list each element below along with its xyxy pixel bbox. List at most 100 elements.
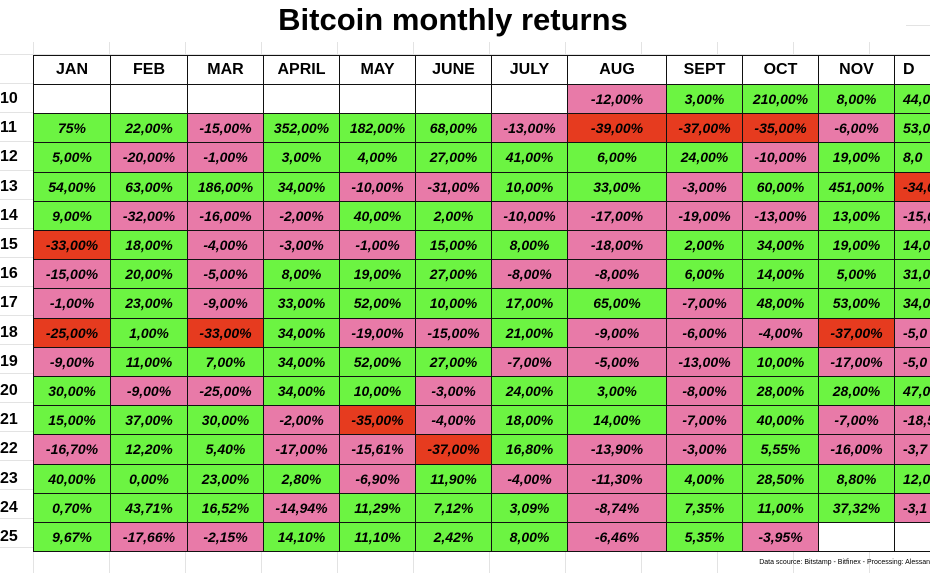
cell: -1,00%: [339, 230, 416, 261]
cell: -17,00%: [263, 434, 340, 465]
cell: 17,00%: [491, 288, 568, 319]
cell: 23,00%: [110, 288, 188, 319]
cell: 3,09%: [491, 492, 568, 523]
cell: -16,00%: [818, 434, 895, 465]
cell: 13,00%: [818, 200, 895, 231]
cell: 352,00%: [263, 113, 340, 144]
cell: 63,00%: [110, 171, 188, 202]
cell: 18,00%: [110, 230, 188, 261]
cell: [339, 84, 416, 115]
cell: 11,10%: [339, 522, 416, 553]
cell: 65,00%: [567, 288, 667, 319]
cell: 44,0: [894, 84, 930, 115]
cell: -7,00%: [491, 346, 568, 377]
row-label: 14: [0, 206, 18, 224]
cell: [33, 84, 111, 115]
cell: -15,00%: [187, 113, 264, 144]
cell: -20,00%: [110, 142, 188, 173]
cell: [187, 84, 264, 115]
cell: 24,00%: [491, 376, 568, 407]
cell: -19,00%: [666, 200, 743, 231]
cell: 20,00%: [110, 259, 188, 290]
cell: -2,00%: [263, 405, 340, 436]
cell: 3,00%: [666, 84, 743, 115]
cell: -1,00%: [187, 142, 264, 173]
cell: 8,0: [894, 142, 930, 173]
cell: 34,00%: [742, 230, 819, 261]
row-label: 21: [0, 411, 18, 429]
cell: -3,00%: [666, 434, 743, 465]
row-label: 16: [0, 265, 18, 283]
cell: 21,00%: [491, 317, 568, 348]
cell: 18,00%: [491, 405, 568, 436]
cell: -10,00%: [742, 142, 819, 173]
cell: -37,00%: [818, 317, 895, 348]
row-label: 13: [0, 177, 18, 195]
cell: -3,00%: [666, 171, 743, 202]
cell: 4,00%: [339, 142, 416, 173]
cell: 15,00%: [33, 405, 111, 436]
cell: 27,00%: [415, 259, 492, 290]
cell: -10,00%: [339, 171, 416, 202]
cell: -5,0: [894, 317, 930, 348]
cell: -5,0: [894, 346, 930, 377]
cell: -18,00%: [567, 230, 667, 261]
cell: 451,00%: [818, 171, 895, 202]
cell: -8,00%: [491, 259, 568, 290]
cell: -15,00%: [415, 317, 492, 348]
cell: -25,00%: [33, 317, 111, 348]
cell: -33,00%: [33, 230, 111, 261]
cell: -34,0: [894, 171, 930, 202]
cell: 28,00%: [742, 376, 819, 407]
cell: -3,1: [894, 492, 930, 523]
cell: -12,00%: [567, 84, 667, 115]
cell: -6,00%: [666, 317, 743, 348]
cell: 40,00%: [33, 463, 111, 494]
cell: 16,80%: [491, 434, 568, 465]
row-label: 18: [0, 323, 18, 341]
cell: 10,00%: [415, 288, 492, 319]
cell: 5,55%: [742, 434, 819, 465]
cell: 5,35%: [666, 522, 743, 553]
column-header: JUNE: [415, 55, 492, 85]
cell: 75%: [33, 113, 111, 144]
cell: 28,00%: [818, 376, 895, 407]
cell: -16,70%: [33, 434, 111, 465]
cell: -15,61%: [339, 434, 416, 465]
column-header: AUG: [567, 55, 667, 85]
column-header: SEPT: [666, 55, 743, 85]
cell: 9,00%: [33, 200, 111, 231]
cell: 47,0: [894, 376, 930, 407]
cell: -15,0: [894, 200, 930, 231]
cell: -4,00%: [415, 405, 492, 436]
cell: -39,00%: [567, 113, 667, 144]
cell: -35,00%: [339, 405, 416, 436]
cell: 14,0: [894, 230, 930, 261]
cell: 19,00%: [818, 142, 895, 173]
cell: [263, 84, 340, 115]
column-header: NOV: [818, 55, 895, 85]
cell: 14,00%: [567, 405, 667, 436]
cell: 34,00%: [263, 376, 340, 407]
cell: 0,70%: [33, 492, 111, 523]
cell: 3,00%: [263, 142, 340, 173]
cell: 34,00%: [263, 346, 340, 377]
cell: -6,00%: [818, 113, 895, 144]
cell: 34,0: [894, 288, 930, 319]
cell: 16,52%: [187, 492, 264, 523]
cell: 182,00%: [339, 113, 416, 144]
column-header: D: [894, 55, 930, 85]
cell: 30,00%: [33, 376, 111, 407]
column-header: OCT: [742, 55, 819, 85]
cell: 54,00%: [33, 171, 111, 202]
row-label: 22: [0, 440, 18, 458]
cell: 12,20%: [110, 434, 188, 465]
cell: 43,71%: [110, 492, 188, 523]
cell: 7,00%: [187, 346, 264, 377]
cell: -9,00%: [33, 346, 111, 377]
cell: -31,00%: [415, 171, 492, 202]
cell: 5,00%: [33, 142, 111, 173]
column-header: JULY: [491, 55, 568, 85]
cell: -7,00%: [666, 288, 743, 319]
cell: -25,00%: [187, 376, 264, 407]
